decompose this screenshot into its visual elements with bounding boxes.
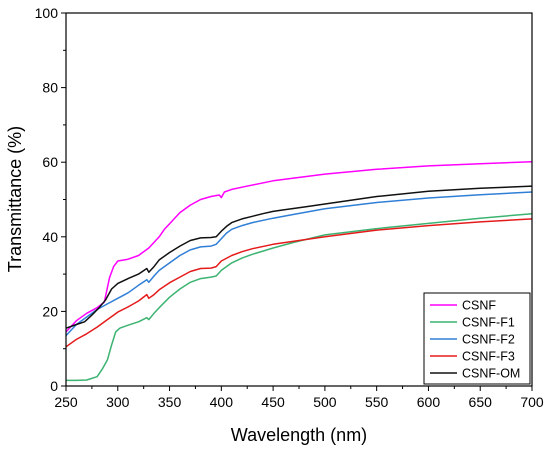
legend-label-csnf: CSNF <box>462 299 496 313</box>
legend-label-csnf-f1: CSNF-F1 <box>462 316 515 330</box>
series-line-csnf <box>65 161 533 333</box>
series-line-csnf-f3 <box>65 218 533 348</box>
y-tick-label: 20 <box>42 303 58 319</box>
legend: CSNF CSNF-F1 CSNF-F2 CSNF-F3 CSNF-OM <box>423 292 531 385</box>
y-axis-title: Transmittance (%) <box>5 126 25 272</box>
x-tick-label: 450 <box>261 394 285 410</box>
y-tick-label: 80 <box>42 80 58 96</box>
x-tick-label: 300 <box>106 394 130 410</box>
y-tick-label: 60 <box>42 154 58 170</box>
series-line-csnf-om <box>65 185 533 329</box>
x-tick-label: 350 <box>158 394 182 410</box>
y-tick-label: 100 <box>35 5 59 21</box>
x-tick-label: 600 <box>417 394 441 410</box>
y-tick-label: 40 <box>42 229 58 245</box>
x-tick-label: 650 <box>469 394 493 410</box>
y-axis: 0 20 40 60 80 100 <box>35 5 66 394</box>
y-tick-label: 0 <box>50 378 58 394</box>
legend-label-csnf-f2: CSNF-F2 <box>462 333 515 347</box>
series-line-csnf-f1 <box>66 212 533 382</box>
series-layer <box>65 161 533 382</box>
series-line-csnf-f2 <box>65 191 533 337</box>
x-axis-title: Wavelength (nm) <box>231 425 367 445</box>
legend-label-csnf-f3: CSNF-F3 <box>462 350 515 364</box>
legend-label-csnf-om: CSNF-OM <box>462 367 520 381</box>
x-tick-label: 250 <box>54 394 78 410</box>
x-axis: 250 300 350 400 450 500 550 600 650 700 <box>54 386 544 410</box>
x-tick-label: 400 <box>210 394 234 410</box>
x-tick-label: 700 <box>520 394 544 410</box>
x-tick-label: 500 <box>313 394 337 410</box>
x-tick-label: 550 <box>365 394 389 410</box>
